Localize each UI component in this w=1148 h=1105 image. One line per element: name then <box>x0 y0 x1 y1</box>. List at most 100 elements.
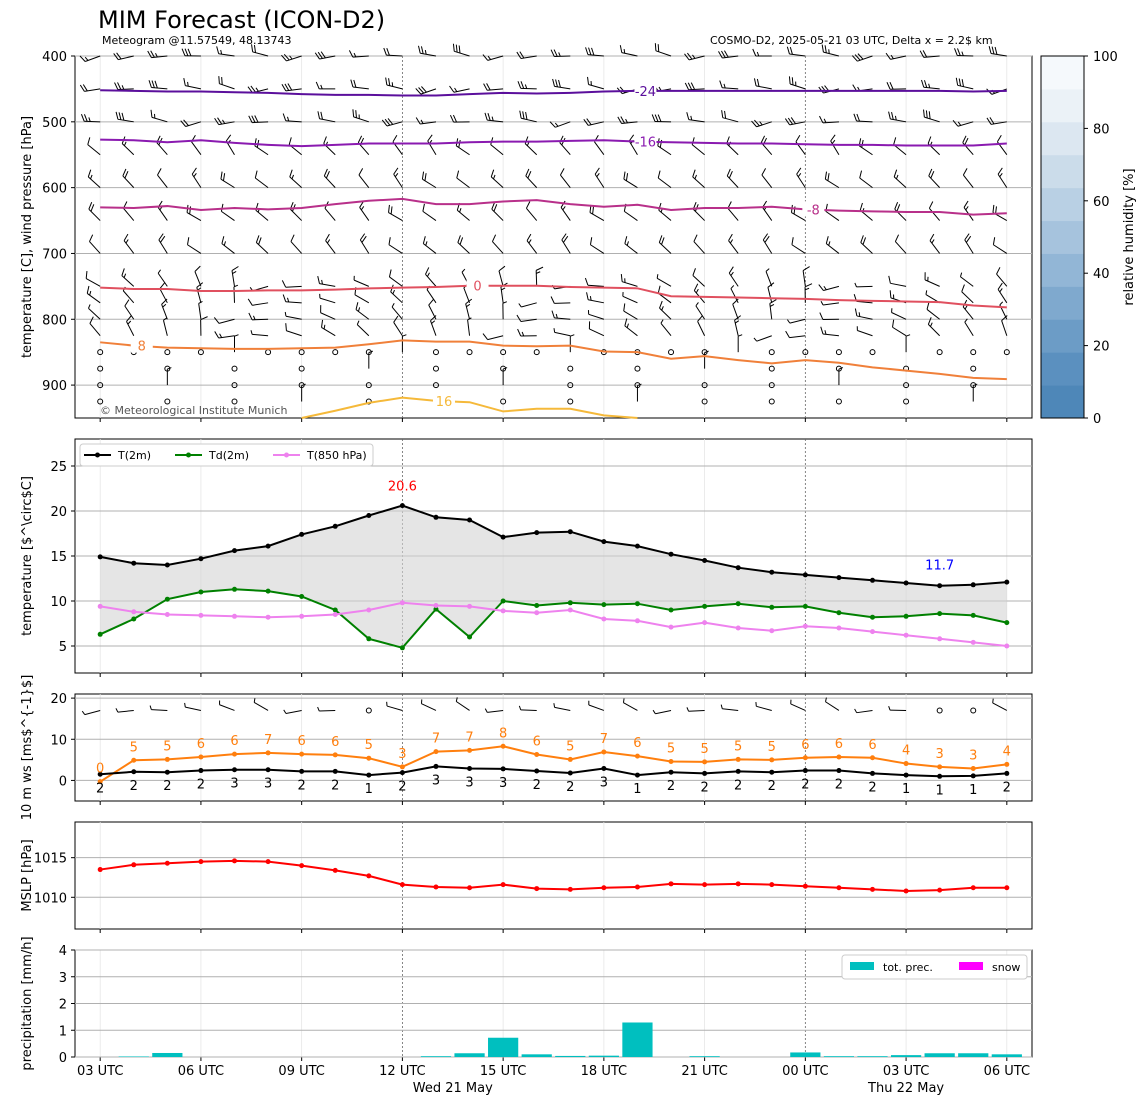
mslp-point <box>836 885 842 891</box>
wind-barb <box>282 113 302 123</box>
barb-half-feather <box>386 701 388 707</box>
barb-feather <box>825 236 829 244</box>
wind-barb <box>992 237 1008 254</box>
wind-barb <box>684 52 705 61</box>
barb-half-feather <box>637 383 642 387</box>
wind-barb <box>550 296 571 304</box>
isotherm-label-bg <box>802 201 825 217</box>
series-point <box>601 602 607 608</box>
barb-half-feather <box>828 241 831 246</box>
barb-feather <box>584 277 589 286</box>
gust-point <box>299 751 305 757</box>
wind-barb <box>391 303 403 320</box>
wind-barb <box>888 111 907 123</box>
series-point <box>97 603 103 609</box>
barb-half-feather <box>928 83 931 88</box>
y-tick-label: 20 <box>50 692 67 707</box>
barb-feather <box>930 170 935 179</box>
barb-half-feather <box>394 173 399 178</box>
barb-shaft <box>422 210 437 221</box>
wind-barb <box>885 52 907 60</box>
wind-barb <box>368 350 373 369</box>
barb-half-feather <box>284 311 287 317</box>
barb-half-feather <box>424 49 427 55</box>
barb-shaft <box>560 174 571 188</box>
wind-speed-point <box>634 772 640 778</box>
barb-half-feather <box>558 52 561 57</box>
barb-shaft <box>790 703 806 711</box>
barb-feather <box>659 300 663 309</box>
wind-barb <box>251 44 269 57</box>
barb-half-feather <box>321 279 323 285</box>
gust-value-label: 7 <box>264 733 272 748</box>
barb-feather <box>317 111 321 119</box>
wind-speed-value-label: 2 <box>667 779 675 794</box>
barb-feather <box>684 82 690 90</box>
barb-feather <box>860 235 864 243</box>
barb-half-feather <box>88 304 91 309</box>
barb-shaft <box>420 88 437 95</box>
series-point <box>131 616 137 622</box>
wind-barb <box>656 274 672 287</box>
barb-half-feather <box>570 334 575 337</box>
barb-shaft <box>927 324 941 337</box>
barb-feather <box>516 51 522 59</box>
barb-shaft <box>858 145 873 156</box>
surface-wind-barb <box>149 705 168 711</box>
y-tick-label: 5 <box>59 640 67 655</box>
wind-speed-point <box>735 768 741 774</box>
barb-feather <box>962 135 967 143</box>
legend-marker <box>284 452 289 458</box>
barb-shaft <box>319 297 336 304</box>
barb-feather <box>85 270 88 279</box>
wind-barb <box>963 200 974 221</box>
calm-circle <box>701 382 708 389</box>
barb-shaft <box>324 207 336 221</box>
barb-feather <box>885 52 891 60</box>
barb-shaft <box>962 174 974 188</box>
barb-feather <box>87 169 92 178</box>
barb-feather <box>791 237 794 245</box>
isotherm-label: -24 <box>635 85 656 100</box>
x-tick-label: 15 UTC <box>480 1064 526 1079</box>
wind-barb <box>559 135 571 156</box>
barb-shaft <box>554 331 571 337</box>
calm-circle <box>466 349 473 356</box>
wind-barb <box>768 365 775 372</box>
wind-barb <box>594 134 605 156</box>
barb-shaft <box>997 173 1008 188</box>
mslp-point <box>970 885 976 891</box>
legend-label: Td(2m) <box>208 449 249 462</box>
barb-half-feather <box>765 268 770 272</box>
barb-feather <box>459 237 464 245</box>
precipitation-bar <box>857 1056 888 1057</box>
colorbar-tick-label: 20 <box>1093 340 1110 355</box>
barb-feather <box>281 54 287 62</box>
barb-feather <box>519 110 522 119</box>
y-tick-label: 1 <box>59 1024 67 1039</box>
calm-circle <box>298 349 305 356</box>
barb-shaft <box>554 706 571 711</box>
barb-shaft <box>254 177 269 189</box>
barb-feather <box>355 110 357 118</box>
barb-feather <box>994 46 998 55</box>
gust-point <box>97 779 103 785</box>
barb-feather <box>290 234 295 242</box>
barb-shaft <box>693 241 705 254</box>
wind-barb <box>583 118 604 126</box>
wind-barb <box>654 43 672 57</box>
wind-barb <box>432 349 439 356</box>
wind-barb <box>298 349 305 356</box>
wind-speed-value-label: 1 <box>969 783 977 798</box>
barb-feather <box>148 80 152 88</box>
barb-shaft <box>122 175 135 188</box>
barb-shaft <box>960 276 974 287</box>
wind-speed-value-label: 2 <box>298 778 306 793</box>
wind-barb <box>762 233 773 254</box>
series-point <box>433 603 439 608</box>
barb-half-feather <box>623 48 626 54</box>
barb-shaft <box>526 207 538 221</box>
barb-feather <box>323 168 328 177</box>
barb-feather <box>191 167 197 175</box>
barb-half-feather <box>562 206 566 211</box>
